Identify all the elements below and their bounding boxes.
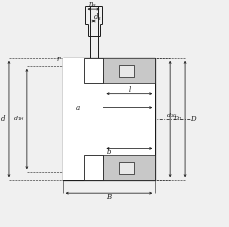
Bar xyxy=(63,58,155,83)
Bar xyxy=(63,58,155,83)
Text: d: d xyxy=(0,115,5,123)
Bar xyxy=(118,65,133,77)
Bar xyxy=(118,162,133,174)
Bar xyxy=(83,58,103,180)
Text: l: l xyxy=(128,86,130,94)
Bar xyxy=(83,155,103,180)
Bar xyxy=(118,162,133,174)
Bar xyxy=(83,58,103,83)
Bar xyxy=(63,58,83,83)
Text: d$_{1H}$: d$_{1H}$ xyxy=(13,114,25,123)
Polygon shape xyxy=(101,155,155,180)
Text: d$_{2G}$: d$_{2G}$ xyxy=(165,111,177,119)
Text: n$_s$: n$_s$ xyxy=(88,1,97,10)
Text: D: D xyxy=(189,115,195,123)
Text: r: r xyxy=(56,55,60,63)
Bar xyxy=(63,155,155,180)
Bar xyxy=(83,58,103,83)
Bar xyxy=(63,58,155,180)
Bar xyxy=(63,155,155,180)
Bar xyxy=(118,65,133,77)
Text: a: a xyxy=(75,104,79,112)
Text: B: B xyxy=(106,193,111,201)
Text: d$_s$: d$_s$ xyxy=(93,12,102,23)
Text: D$_1$: D$_1$ xyxy=(172,114,182,123)
Text: b: b xyxy=(106,148,110,156)
Polygon shape xyxy=(101,58,155,83)
Bar xyxy=(63,58,155,180)
Bar xyxy=(83,155,103,180)
